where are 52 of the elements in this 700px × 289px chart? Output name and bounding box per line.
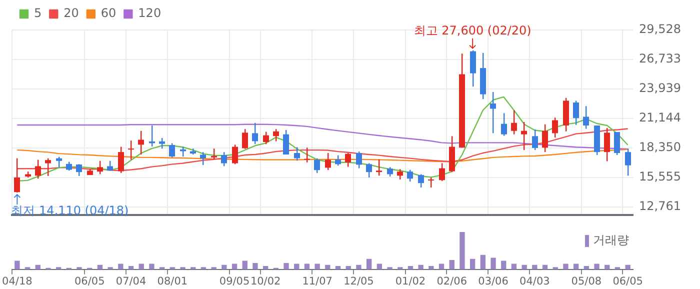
- x-tick-label: 04/18: [2, 275, 32, 288]
- y-tick-label: 26,733: [639, 52, 681, 66]
- y-tick-label: 18,350: [639, 140, 681, 154]
- y-tick-label: 29,528: [639, 22, 681, 36]
- legend-label: 120: [138, 6, 162, 20]
- bar: [118, 264, 124, 270]
- legend-label: 60: [100, 6, 116, 20]
- legend-label: 거래량: [593, 233, 629, 248]
- x-tick-label: 06/05: [612, 275, 643, 288]
- bar: [222, 264, 227, 270]
- bar: [325, 264, 330, 270]
- bar: [252, 263, 258, 270]
- x-tick-label: 09/05: [219, 275, 250, 288]
- bar: [284, 263, 289, 270]
- bar: [149, 264, 154, 270]
- x-tick-label: 12/05: [344, 275, 374, 288]
- x-tick-label: 08/01: [157, 275, 188, 288]
- bar: [428, 266, 434, 270]
- y-tick-label: 12,761: [639, 198, 681, 213]
- x-tick-label: 01/02: [395, 275, 426, 288]
- bar: [418, 264, 424, 270]
- annotation: 최고 27,600 (02/20): [414, 23, 532, 38]
- bar: [594, 264, 600, 270]
- y-tick-label: 21,144: [639, 110, 681, 125]
- x-tick-label: 11/07: [302, 275, 332, 288]
- bar: [242, 260, 248, 270]
- y-tick-label: 23,939: [639, 81, 681, 96]
- x-tick-label: 03/06: [478, 275, 509, 288]
- bar: [501, 260, 506, 270]
- bar: [366, 258, 372, 270]
- bar: [356, 264, 362, 270]
- bar: [522, 264, 527, 270]
- bar: [563, 264, 568, 270]
- bar: [460, 232, 465, 270]
- x-tick-label: 06/05: [74, 275, 105, 288]
- legend-label: 20: [64, 6, 79, 20]
- bar: [470, 258, 476, 270]
- x-tick-label: 07/04: [116, 275, 146, 288]
- bar: [314, 264, 320, 270]
- x-tick-label: 04/03: [520, 275, 550, 288]
- bar: [532, 264, 538, 270]
- bar: [449, 260, 454, 270]
- bar: [14, 260, 20, 270]
- bar: [490, 258, 496, 270]
- x-tick-label: 05/08: [571, 275, 602, 288]
- bar: [480, 254, 486, 270]
- x-tick-label: 10/02: [250, 275, 281, 288]
- y-tick-label: 15,555: [639, 169, 681, 184]
- annotation: 최저 14,110 (04/18): [11, 204, 129, 218]
- legend-label: 5: [34, 6, 42, 20]
- x-tick-label: 02/06: [436, 275, 468, 288]
- bar: [625, 264, 630, 270]
